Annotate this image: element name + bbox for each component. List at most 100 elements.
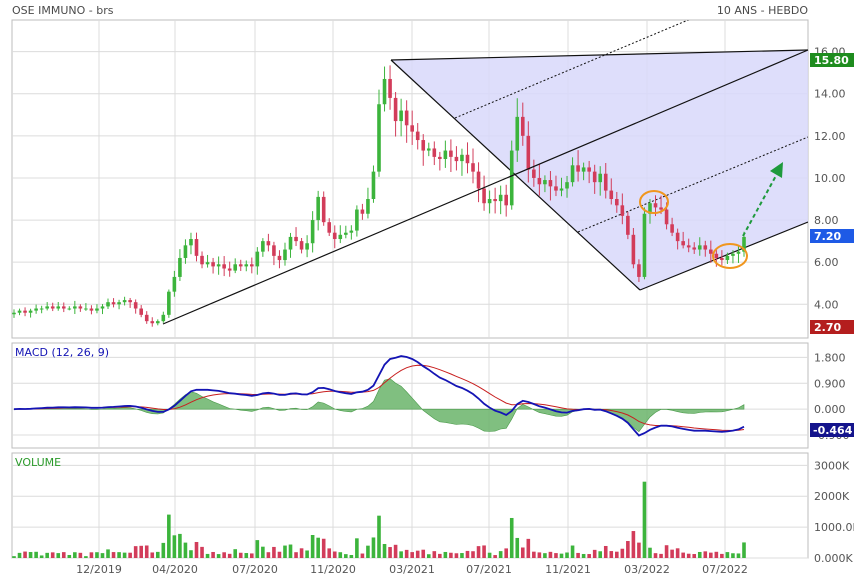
volume-title: VOLUME [15,456,61,469]
candle-body [404,110,409,126]
candle-body [155,321,160,324]
candle-body [697,245,702,250]
volume-bar [261,546,265,558]
volume-bar [615,551,619,558]
candle-body [288,236,293,250]
candle-body [100,306,105,309]
volume-bar [675,548,680,558]
volume-bar [67,554,72,558]
volume-bar [344,554,348,558]
volume-series [12,481,746,558]
volume-bar [321,538,326,558]
candle-body [161,314,166,322]
macd-badge: -0.464 [810,423,854,437]
candle-body [189,239,193,246]
candle-body [460,154,464,162]
x-tick-label: 12/2019 [76,563,122,576]
candle-body [415,131,420,141]
candle-body [294,236,298,242]
candlestick-series [12,65,746,327]
candle-body [17,310,22,313]
candle-body [371,171,376,200]
candle-body [172,276,177,292]
volume-bar [537,552,542,558]
candle-body [482,188,486,204]
candle-body [598,173,603,183]
candle-body [515,116,520,151]
volume-bar [56,553,61,558]
volume-bar [697,551,702,558]
candle-body [211,262,215,267]
channel-dotted-line [577,136,808,233]
volume-bar [338,552,343,558]
candle-body [742,236,746,252]
x-tick-label: 03/2022 [624,563,670,576]
volume-bar [548,551,553,558]
candle-body [150,321,155,324]
macd-title: MACD (12, 26, 9) [15,346,109,359]
candle-body [559,188,564,191]
channel-dotted-line [454,20,690,119]
candle-body [410,125,414,132]
channel-upper-line [390,49,808,61]
volume-bar [404,549,409,558]
volume-bar [731,553,735,558]
candle-body [471,163,475,172]
volume-bar [327,548,332,558]
candle-body [321,196,326,223]
volume-bar [272,546,276,558]
candle-body [487,199,492,204]
candle-body [681,241,685,246]
candle-body [67,308,72,310]
candle-body [89,308,94,311]
volume-bar [95,552,99,558]
candle-body [637,264,641,277]
volume-bar [648,547,652,558]
volume-bar [559,553,564,558]
candle-body [205,262,210,265]
candle-body [399,110,403,122]
price-badge-low: 2.70 [810,320,854,334]
candle-body [266,241,271,246]
candle-body [50,306,55,309]
svg-text:-0.464: -0.464 [813,424,853,437]
volume-bar [183,542,188,558]
candle-body [332,232,337,240]
candle-body [587,167,591,172]
price-tick-label: 10.00 [814,172,846,185]
volume-bar [189,550,193,558]
volume-bar [487,552,492,558]
candle-body [23,310,27,313]
candle-body [355,209,359,231]
volume-bar [736,553,741,558]
candle-body [349,230,354,233]
candle-body [565,182,569,189]
volume-bar [178,533,182,558]
candle-body [554,186,558,191]
volume-bar [393,544,398,558]
volume-bar [111,552,116,558]
candle-body [61,306,66,309]
volume-bar [222,552,226,558]
candle-body [631,234,636,265]
highlight-circle [712,243,748,269]
x-tick-label: 07/2022 [702,563,748,576]
candle-body [84,308,88,310]
candle-body [117,302,121,305]
volume-bar [73,552,77,558]
highlight-circle [639,190,669,214]
candle-body [592,171,597,183]
price-tick-label: 8.00 [814,214,839,227]
volume-bar [598,551,603,558]
candle-body [200,255,204,265]
volume-bar [310,535,315,558]
candle-body [570,165,575,183]
candle-body [609,190,614,200]
volume-bar [288,544,293,558]
candle-body [78,306,83,309]
candle-body [12,312,16,315]
volume-bar [587,554,591,558]
volume-bar [631,531,636,558]
volume-bar [233,549,238,558]
